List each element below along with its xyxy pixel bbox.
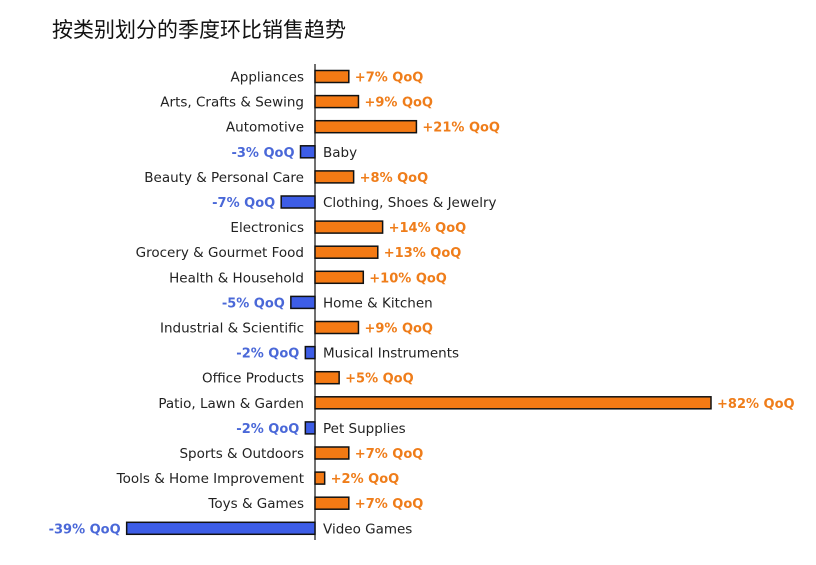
bar bbox=[125, 521, 316, 536]
bar bbox=[314, 396, 712, 410]
category-label: Video Games bbox=[323, 521, 412, 537]
data-label: +8% QoQ bbox=[360, 171, 429, 186]
bar bbox=[314, 69, 350, 84]
bar bbox=[299, 145, 316, 159]
category-label: Grocery & Gourmet Food bbox=[136, 245, 304, 261]
data-label: -5% QoQ bbox=[222, 296, 285, 311]
bar bbox=[314, 496, 350, 510]
bar bbox=[314, 446, 350, 460]
category-label: Industrial & Scientific bbox=[160, 321, 304, 337]
data-label: +7% QoQ bbox=[355, 71, 424, 86]
category-label: Clothing, Shoes & Jewelry bbox=[323, 195, 497, 211]
bar bbox=[314, 370, 340, 385]
bar bbox=[314, 94, 360, 109]
bar bbox=[314, 119, 418, 134]
category-label: Home & Kitchen bbox=[323, 295, 433, 311]
category-label: Patio, Lawn & Garden bbox=[158, 396, 304, 412]
category-label: Electronics bbox=[230, 220, 304, 236]
bar bbox=[304, 345, 316, 360]
data-label: -2% QoQ bbox=[236, 347, 299, 362]
bar bbox=[314, 220, 384, 234]
category-label: Sports & Outdoors bbox=[179, 446, 304, 462]
bar bbox=[290, 295, 316, 310]
category-label: Health & Household bbox=[169, 270, 304, 286]
category-label: Appliances bbox=[231, 70, 304, 86]
category-label: Automotive bbox=[226, 120, 304, 136]
bar bbox=[304, 421, 316, 435]
category-label: Baby bbox=[323, 145, 357, 161]
data-label: -7% QoQ bbox=[212, 196, 275, 211]
category-label: Tools & Home Improvement bbox=[116, 471, 304, 487]
data-label: -39% QoQ bbox=[49, 522, 121, 537]
data-label: +21% QoQ bbox=[422, 121, 500, 136]
data-label: +9% QoQ bbox=[364, 322, 433, 337]
bar bbox=[314, 320, 360, 335]
data-label: +10% QoQ bbox=[369, 271, 447, 286]
data-label: +13% QoQ bbox=[384, 246, 462, 261]
chart-title: 按类别划分的季度环比销售趋势 bbox=[52, 18, 346, 42]
bar bbox=[314, 245, 379, 259]
bar bbox=[314, 270, 365, 285]
data-label: +5% QoQ bbox=[345, 372, 414, 387]
category-label: Office Products bbox=[202, 371, 304, 387]
bar bbox=[314, 170, 355, 184]
data-label: +7% QoQ bbox=[355, 447, 424, 462]
bar bbox=[314, 471, 326, 485]
data-label: +2% QoQ bbox=[331, 472, 400, 487]
data-label: +82% QoQ bbox=[717, 397, 795, 412]
bar bbox=[280, 195, 316, 209]
category-label: Arts, Crafts & Sewing bbox=[160, 95, 304, 111]
data-label: +7% QoQ bbox=[355, 497, 424, 512]
data-label: -3% QoQ bbox=[231, 146, 294, 161]
category-label: Toys & Games bbox=[207, 496, 304, 512]
category-label: Pet Supplies bbox=[323, 421, 406, 437]
category-label: Musical Instruments bbox=[323, 346, 459, 362]
category-label: Beauty & Personal Care bbox=[144, 170, 304, 186]
data-label: +14% QoQ bbox=[389, 221, 467, 236]
data-label: -2% QoQ bbox=[236, 422, 299, 437]
data-label: +9% QoQ bbox=[364, 96, 433, 111]
